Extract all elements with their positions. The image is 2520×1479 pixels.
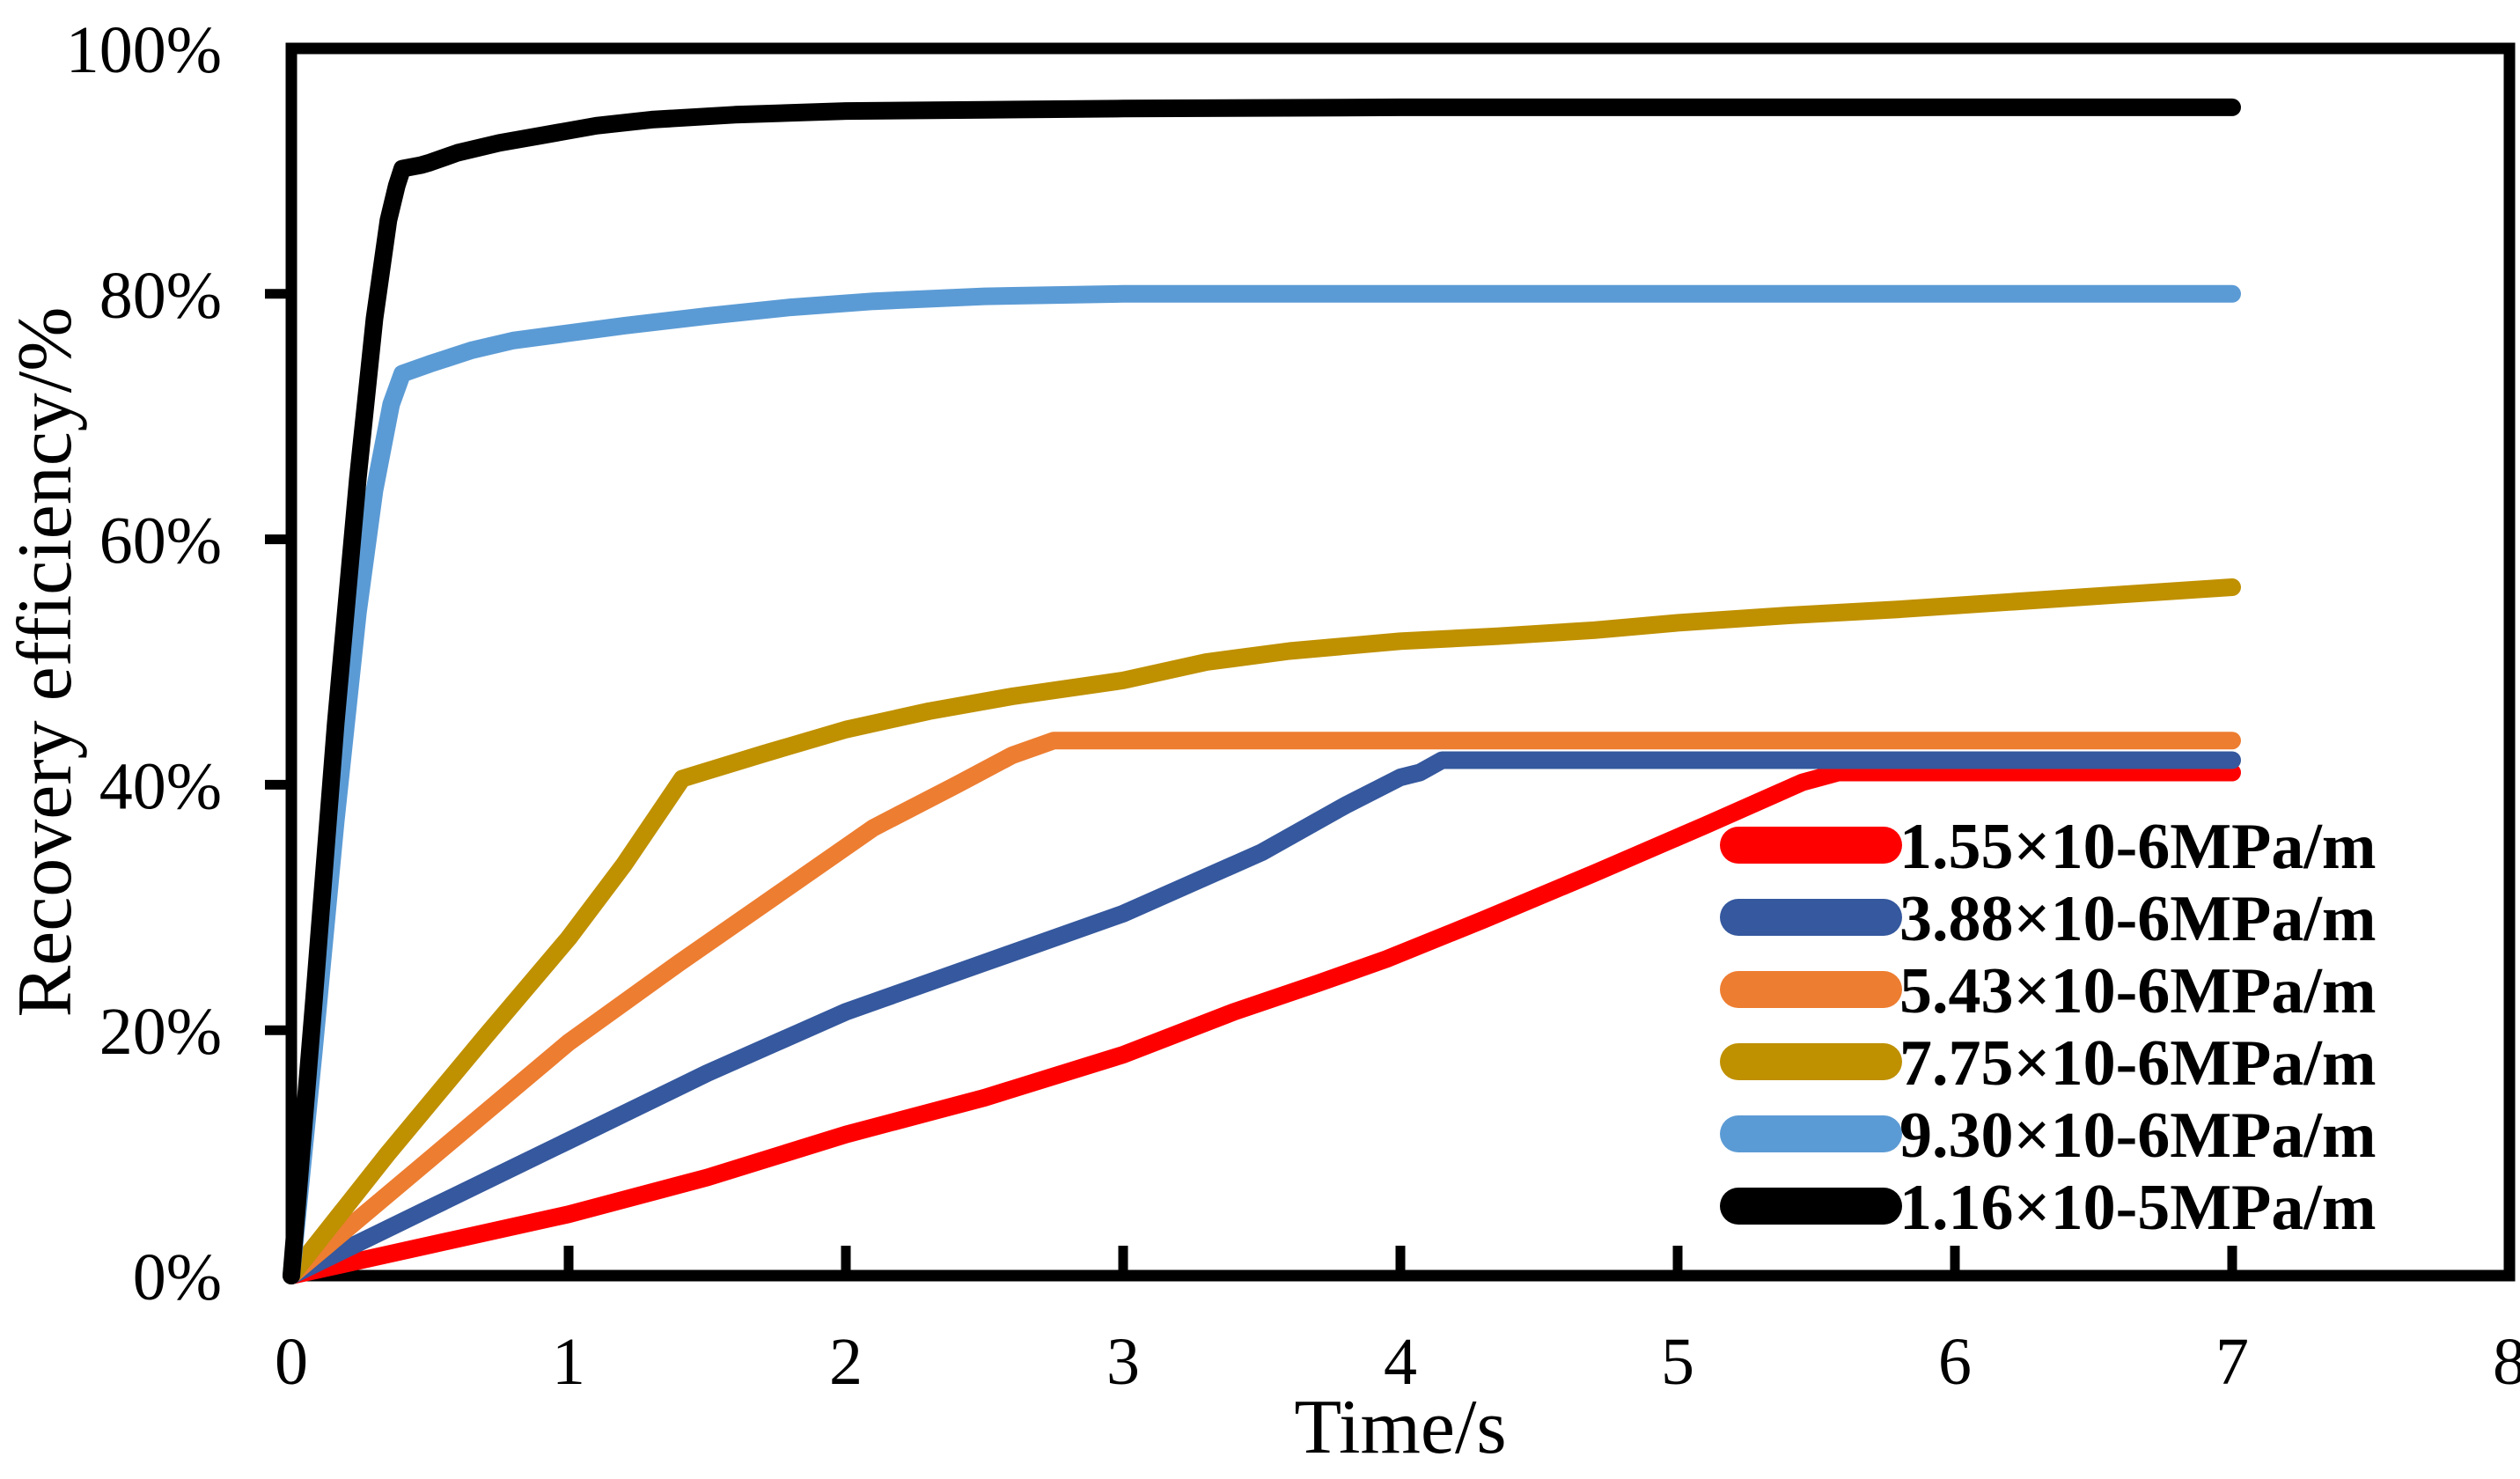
plot-frame [285, 42, 2516, 1282]
series-line-5 [283, 284, 2241, 1284]
x-axis-title: Time/s [1294, 1385, 1506, 1470]
legend-entry-label: 7.75×10-6MPa/m [1899, 1027, 2377, 1100]
y-tick-label: 100% [66, 13, 222, 87]
series-line-1 [283, 763, 2241, 1284]
axis-tick-labels: 0 1 2 3 4 5 6 7 80%20%40%60%80%100% [66, 13, 2520, 1399]
y-tick-label: 0% [133, 1240, 222, 1314]
x-tick-label: 2 [829, 1325, 863, 1399]
series-line-4 [283, 578, 2241, 1284]
series-line-3 [283, 732, 2241, 1284]
series-line-6 [283, 98, 2241, 1284]
x-tick-label: 8 [2493, 1325, 2520, 1399]
plot-border [285, 42, 2516, 1282]
x-tick-label: 5 [1661, 1325, 1694, 1399]
legend-entry-label: 5.43×10-6MPa/m [1899, 955, 2377, 1027]
legend-entry-label: 1.16×10-5MPa/m [1899, 1172, 2377, 1244]
x-tick-label: 3 [1106, 1325, 1140, 1399]
x-tick-label: 6 [1938, 1325, 1972, 1399]
y-axis-title: Recovery efficiency/% [3, 306, 88, 1017]
series-lines [283, 98, 2241, 1284]
y-tick-label: 20% [99, 995, 222, 1069]
x-tick-label: 7 [2215, 1325, 2249, 1399]
legend-entry-label: 9.30×10-6MPa/m [1899, 1100, 2377, 1172]
legend-entry-label: 3.88×10-6MPa/m [1899, 883, 2377, 955]
y-tick-label: 60% [99, 504, 222, 578]
x-tick-label: 1 [552, 1325, 585, 1399]
x-tick-label: 0 [275, 1325, 308, 1399]
series-line-2 [283, 751, 2241, 1284]
x-tick-label: 4 [1384, 1325, 1417, 1399]
legend-entry-label: 1.55×10-6MPa/m [1899, 811, 2377, 883]
y-tick-label: 80% [99, 259, 222, 333]
legend: 1.55×10-6MPa/m3.88×10-6MPa/m5.43×10-6MPa… [1720, 811, 2377, 1244]
y-tick-label: 40% [99, 749, 222, 823]
axis-ticks [265, 289, 2237, 1270]
